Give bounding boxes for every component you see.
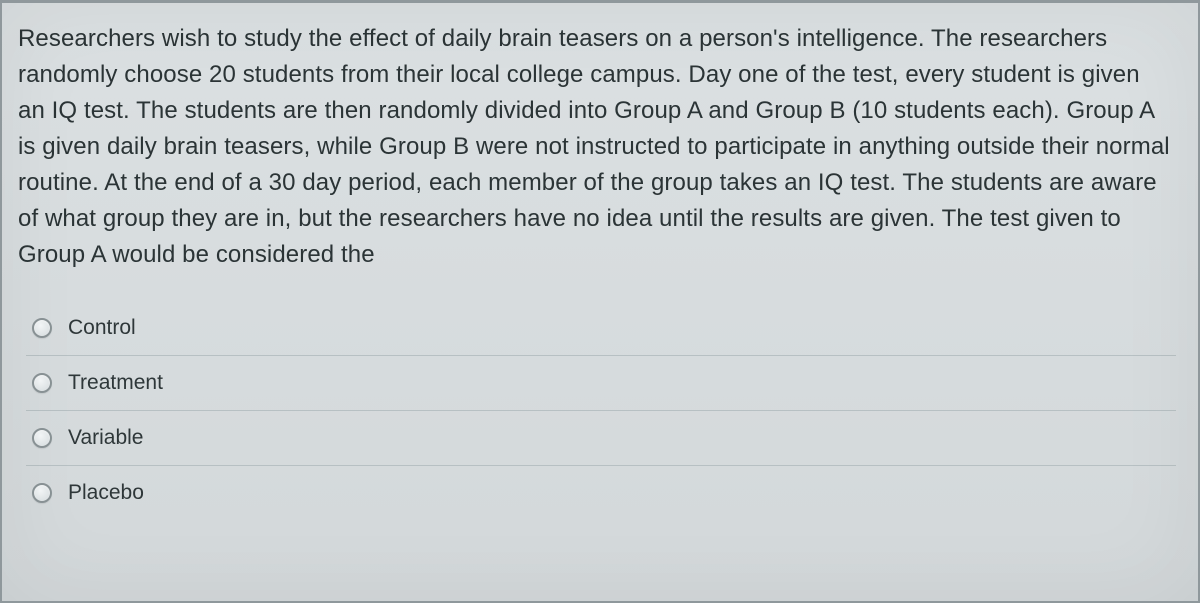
options-list: Control Treatment Variable Placebo: [26, 301, 1176, 520]
radio-icon[interactable]: [32, 373, 52, 393]
question-panel: Researchers wish to study the effect of …: [0, 0, 1200, 603]
option-label: Control: [68, 316, 136, 340]
option-control[interactable]: Control: [26, 301, 1176, 356]
question-text: Researchers wish to study the effect of …: [18, 21, 1170, 273]
option-label: Variable: [68, 426, 144, 450]
radio-icon[interactable]: [32, 428, 52, 448]
option-variable[interactable]: Variable: [26, 411, 1176, 466]
option-treatment[interactable]: Treatment: [26, 356, 1176, 411]
option-label: Treatment: [68, 371, 163, 395]
radio-icon[interactable]: [32, 483, 52, 503]
option-placebo[interactable]: Placebo: [26, 466, 1176, 520]
option-label: Placebo: [68, 481, 144, 505]
radio-icon[interactable]: [32, 318, 52, 338]
